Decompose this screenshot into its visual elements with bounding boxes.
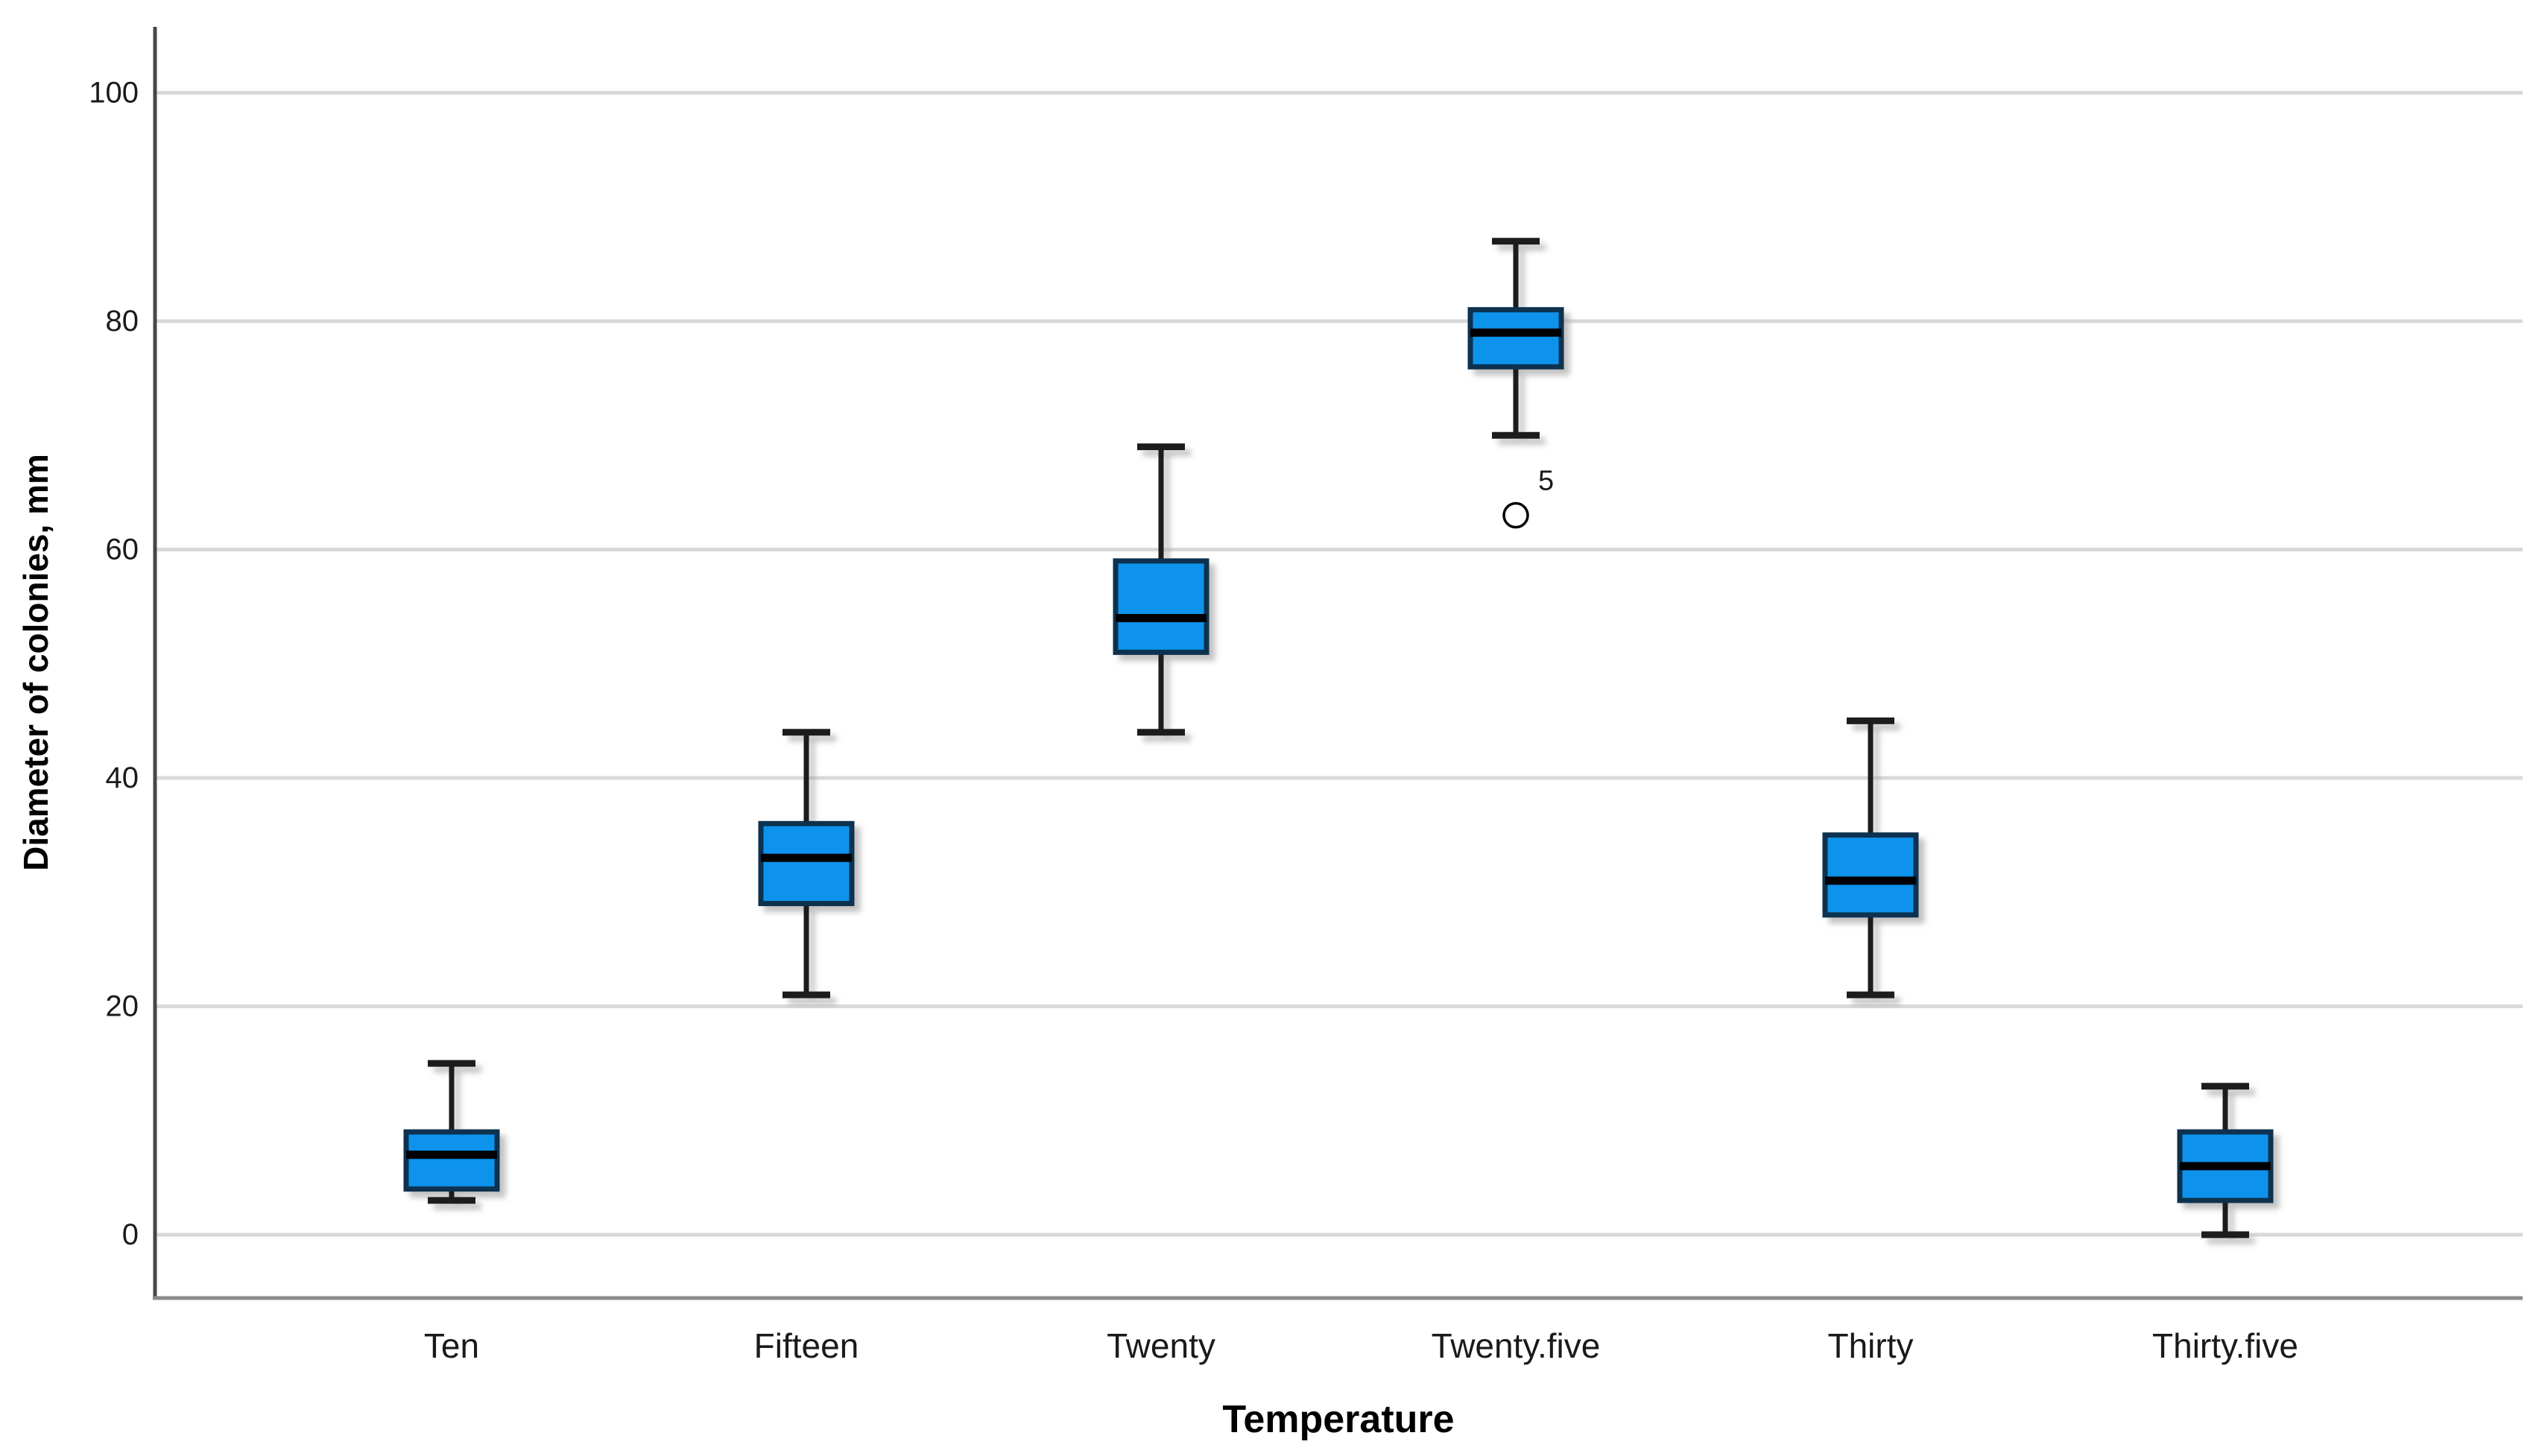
iqr-box [403, 1129, 500, 1192]
y-tick-label-0: 0 [122, 1218, 139, 1251]
boxplot-twenty [1113, 443, 1210, 736]
x-category-label-twenty: Twenty [1107, 1326, 1215, 1365]
y-axis-title: Diameter of colonies, mm [16, 454, 55, 871]
x-category-label-thirty-five: Thirty.five [2152, 1326, 2298, 1365]
y-tick-label-20: 20 [106, 990, 139, 1023]
gridlines [156, 91, 2523, 1237]
y-tick-label-60: 60 [106, 534, 139, 566]
outlier-label: 5 [1538, 466, 1554, 497]
outlier-point [1502, 501, 1529, 529]
iqr-box [1467, 307, 1564, 370]
boxplot-thirty-five [2177, 1083, 2274, 1238]
x-category-label-thirty: Thirty [1828, 1326, 1914, 1365]
boxplots: 5 [403, 238, 2274, 1238]
x-category-labels: Ten Fifteen Twenty Twenty.five Thirty Thirty.… [424, 1326, 2298, 1365]
x-category-label-fifteen: Fifteen [754, 1326, 859, 1365]
boxplot-fifteen [758, 729, 855, 998]
y-tick-label-80: 80 [106, 305, 139, 338]
iqr-box [1113, 558, 1210, 655]
boxplot-ten [403, 1060, 500, 1204]
x-axis-title: Temperature [1222, 1398, 1454, 1441]
y-tick-label-100: 100 [89, 77, 139, 110]
y-tick-label-40: 40 [106, 762, 139, 794]
y-tick-labels: 0 20 40 60 80 100 [89, 77, 139, 1252]
iqr-box [758, 820, 855, 907]
boxplot-thirty [1822, 717, 1919, 998]
x-category-label-ten: Ten [424, 1326, 479, 1365]
iqr-box [1822, 832, 1919, 918]
x-category-label-twenty-five: Twenty.five [1432, 1326, 1601, 1365]
boxplot-twenty-five [1467, 238, 1564, 439]
